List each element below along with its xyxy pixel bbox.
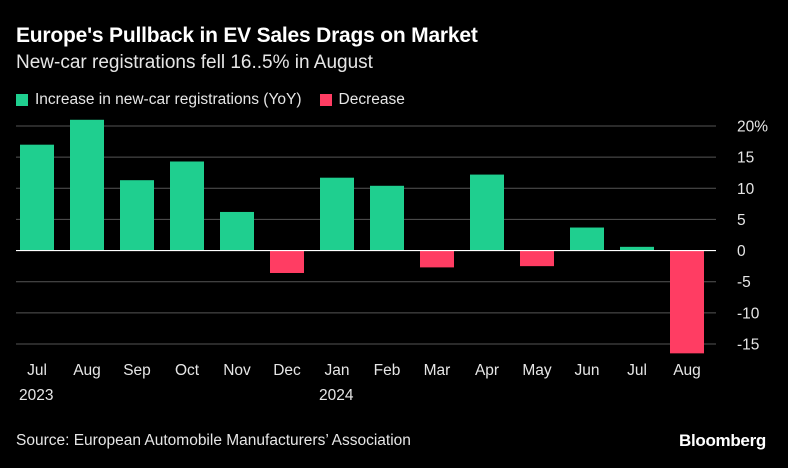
bar-jul-0 [20,144,54,251]
x-axis-ticks: Jul 2023 Aug Sep Oct Nov Dec Jan 2024 Feb Mar Apr Ma… [19,362,701,404]
x-tick-label: Jul [627,362,647,379]
source-note: Source: European Automobile Manufacturer… [16,432,411,449]
bar-jun-11 [570,227,604,251]
y-tick-label: 10 [737,181,755,198]
x-tick-label: Feb [374,362,401,379]
y-tick-label: 5 [737,212,746,229]
y-axis-ticks: 20% 15 10 5 0 -5 -10 -15 [737,119,768,354]
legend: Increase in new-car registrations (YoY) … [16,91,423,109]
bar-sep-2 [120,180,154,251]
x-tick-label: Aug [673,362,701,379]
bar-feb-7 [370,185,404,251]
bar-jul-12 [620,246,654,251]
x-tick-label: May [522,362,552,379]
legend-label-increase: Increase in new-car registrations (YoY) [35,91,302,108]
x-tick-label: Jul [27,362,47,379]
x-tick-label: Mar [424,362,451,379]
y-tick-label: 0 [737,243,746,260]
x-tick-label: Aug [73,362,101,379]
x-tick-label: Apr [475,362,499,379]
x-year-label: 2023 [19,387,53,404]
legend-swatch-increase [16,94,28,106]
bar-mar-8 [420,250,454,268]
x-year-label: 2024 [319,387,354,404]
y-tick-label: -15 [737,337,759,354]
x-tick-label: Dec [273,362,301,379]
legend-item-decrease: Decrease [319,91,405,109]
chart-title: Europe's Pullback in EV Sales Drags on M… [16,24,478,47]
y-tick-label: -5 [737,274,751,291]
x-tick-label: Nov [223,362,251,379]
bloomberg-logo: Bloomberg [678,431,766,450]
chart-subtitle: New-car registrations fell 16..5% in Aug… [16,52,373,73]
bars [20,119,704,354]
y-tick-label: 15 [737,150,754,167]
x-tick-label: Sep [123,362,151,379]
bar-may-10 [520,250,554,267]
x-tick-label: Oct [175,362,200,379]
bar-jan-6 [320,177,354,251]
bar-aug-1 [70,119,104,251]
legend-swatch-decrease [319,94,332,106]
x-tick-label: Jan [325,362,350,379]
bar-aug-13 [670,250,704,354]
x-tick-label: Jun [575,362,600,379]
legend-item-increase: Increase in new-car registrations (YoY) [16,91,302,109]
y-tick-label: -10 [737,305,760,322]
bar-apr-9 [470,174,504,251]
bar-dec-5 [270,250,304,273]
bar-nov-4 [220,211,254,251]
legend-label-decrease: Decrease [338,91,405,108]
y-tick-label: 20% [737,119,768,136]
bar-oct-3 [170,161,204,251]
